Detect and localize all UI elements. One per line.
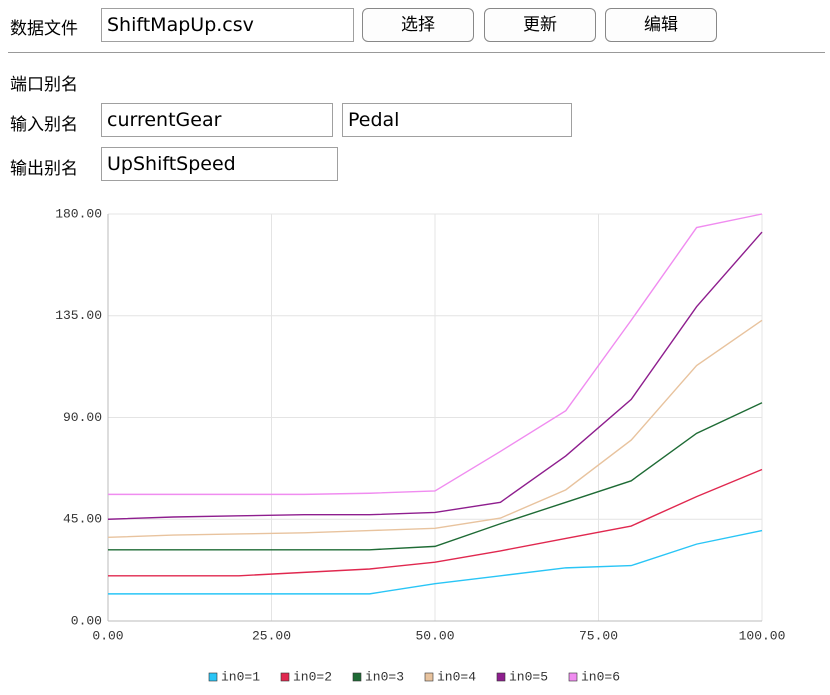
- legend-swatch: [568, 672, 578, 682]
- legend-label: in0=2: [293, 669, 332, 684]
- x-tick-label: 0.00: [92, 628, 123, 643]
- legend-swatch: [496, 672, 506, 682]
- button[interactable]: 选择: [362, 8, 474, 42]
- y-tick-label: 0.00: [71, 613, 102, 628]
- series-line: [107, 231, 763, 520]
- x-tick-label: 75.00: [579, 628, 618, 643]
- legend-swatch: [424, 672, 434, 682]
- legend-label: in0=5: [509, 669, 548, 684]
- legend-label: in0=3: [365, 669, 404, 684]
- x-tick-label: 25.00: [252, 628, 291, 643]
- text-input[interactable]: Pedal: [342, 103, 572, 137]
- label: 数据文件: [10, 19, 78, 39]
- file-input[interactable]: ShiftMapUp.csv: [101, 8, 354, 42]
- series-line: [108, 213, 763, 496]
- text-input[interactable]: currentGear: [101, 103, 333, 137]
- legend-label: in0=4: [437, 669, 476, 684]
- section-title: 端口别名: [10, 75, 78, 95]
- legend-swatch: [208, 672, 218, 682]
- separator: [8, 52, 825, 53]
- y-tick-label: 180.00: [55, 206, 102, 221]
- x-tick-label: 100.00: [739, 628, 786, 643]
- legend-label: in0=6: [581, 669, 620, 684]
- label: 输入别名: [10, 115, 78, 135]
- series-line: [108, 468, 763, 577]
- series-line: [108, 529, 763, 595]
- button[interactable]: 更新: [484, 8, 596, 42]
- y-tick-label: 90.00: [63, 410, 102, 425]
- y-tick-label: 135.00: [55, 308, 102, 323]
- y-tick-label: 45.00: [63, 512, 102, 527]
- series-line: [107, 319, 763, 539]
- x-tick-label: 50.00: [415, 628, 454, 643]
- series-line: [108, 402, 763, 551]
- legend-label: in0=1: [221, 669, 260, 684]
- button[interactable]: 编辑: [605, 8, 717, 42]
- label: 输出别名: [10, 159, 78, 179]
- text-input[interactable]: UpShiftSpeed: [101, 147, 338, 181]
- legend-swatch: [280, 672, 290, 682]
- legend-swatch: [352, 672, 362, 682]
